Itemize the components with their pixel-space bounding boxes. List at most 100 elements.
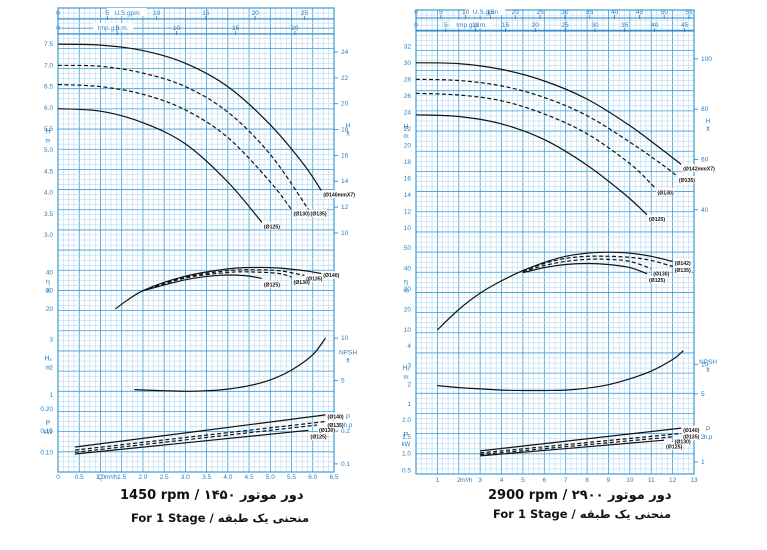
left-axis-tick-label: 16 [404,175,412,182]
left-axis-tick-label: 26 [404,93,412,100]
series-line [57,64,309,210]
top-axis-tick-label: 20 [512,9,520,16]
series-line [142,271,292,292]
series-line [522,258,652,273]
top-axis-label: U.S.gpm [473,9,498,16]
right-axis-tick-label: 0.2 [341,428,350,435]
series-label-bg [322,271,340,279]
series-line [415,78,678,177]
right-axis-tick-label: 5 [701,391,705,398]
series-label: (Ø140) [328,415,344,421]
series-label-bg [665,442,683,450]
bottom-axis-tick-label: 2 [457,477,461,484]
left-axis-label: Hₓ [44,356,52,363]
bottom-axis-tick-label: 9 [607,477,611,484]
series-label: (Ø130) [294,280,310,286]
right-axis-tick-label: 1 [701,459,705,466]
series-line [436,251,673,331]
right-axis-tick-label: 14 [341,178,349,185]
chart-1-caption-title: 1450 rpm / ۱۴۵۰ دور موتور [120,488,304,503]
series-label-bg [677,175,696,184]
bottom-axis-tick-label: 2.0 [138,474,147,481]
chart-1-caption-subtitle: For 1 Stage / منحنی یک طبقه [131,511,310,525]
left-axis-tick-label: 1.5 [402,434,411,441]
right-axis-unit: h.p [344,423,353,429]
bottom-axis-tick-label: 4.0 [223,474,232,481]
series-label: (Ø135) [679,178,695,184]
top-axis-label-bg [451,20,492,28]
left-axis-label: η [404,279,408,286]
top-axis-tick-label: 5 [439,9,443,16]
series-label-bg [652,269,670,277]
top-axis-label: U.S.gpm [114,10,139,17]
top-axis-label: Imp.g.p.m. [456,22,487,29]
series-label-bg [682,425,700,434]
series-label: (Ø142mmX7) [683,166,715,172]
top-axis-tick-label: 10 [153,10,161,17]
series-line [142,274,262,292]
right-axis-tick-label: 40 [701,207,709,214]
right-axis-tick-label: 80 [701,106,709,113]
bottom-axis-tick-label: 13 [690,477,698,484]
top-axis-tick-label: 50 [661,9,669,16]
top-axis-tick-label: 25 [562,22,570,29]
top-axis-tick-label: 15 [487,9,495,16]
left-axis-unit: m [404,375,409,381]
right-axis-tick-label: 10 [701,361,709,368]
right-axis-unit: ft [346,359,350,365]
top-axis-tick-label: 35 [586,9,594,16]
left-axis-tick-label: 1.0 [402,451,411,458]
top-axis-tick-label: 5 [115,25,119,32]
series-label: (Ø135) [311,212,327,218]
top-axis-tick-label: 0 [56,25,60,32]
top-axis-tick-label: 40 [611,9,619,16]
series-label-bg [673,265,692,274]
left-axis-tick-label: 5.5 [44,126,53,133]
series-label-bg [673,437,692,446]
left-axis-unit: kW [44,430,53,436]
chart-2-caption-subtitle: For 1 Stage / منحنی یک طبقه [493,507,672,521]
series-label: (Ø130) [294,212,310,218]
left-axis-tick-label: 2.0 [402,417,411,424]
panel-head [57,43,355,234]
top-axis-tick-label: 15 [202,10,210,17]
top-axis-label-bg [465,7,506,15]
bottom-axis-tick-label: 1.0 [96,474,105,481]
right-axis-tick-label: 2 [701,434,705,441]
left-axis-tick-label: 22 [404,126,412,133]
left-axis-tick-label: 3.0 [44,232,53,239]
plot-frame [57,7,335,473]
top-axis-tick-label: 0 [414,22,418,29]
top-axis-tick-label: 5 [105,10,109,17]
left-axis-tick-label: 40 [404,266,412,273]
series-label: (Ø125) [264,224,280,230]
panel-power [480,425,700,463]
left-axis-tick-label: 0.10 [40,450,53,457]
series-label: (Ø135) [328,423,344,429]
series-label: (Ø140) [683,428,699,434]
left-axis-label: P [46,420,51,427]
left-axis-tick-label: 4.5 [44,168,53,175]
panel-efficiency [114,266,340,310]
series-line [522,262,648,275]
bottom-axis-tick-label: 3.0 [181,474,190,481]
top-axis-tick-label: 30 [591,22,599,29]
series-label: (Ø140) [323,273,339,279]
series-line [74,429,309,455]
left-axis-tick-label: 7.5 [44,41,53,48]
series-label-bg [262,280,281,289]
left-axis-label: Hₓ [402,365,410,372]
top-axis-label-bg [107,8,147,16]
series-label: (Ø130) [675,440,691,446]
right-axis-label: NPSH [699,359,717,366]
top-axis-tick-label: 10 [173,25,181,32]
top-axis-tick-label: 45 [636,9,644,16]
series-label: (Ø125) [649,217,665,223]
series-label-bg [326,420,344,429]
top-axis-tick-label: 0 [56,10,60,17]
panel-power [74,412,344,465]
top-axis-tick-label: 55 [685,9,693,16]
left-axis-unit: m [46,366,51,372]
right-axis-tick-label: 18 [341,127,349,134]
bottom-axis-tick-label: 0.5 [75,474,84,481]
